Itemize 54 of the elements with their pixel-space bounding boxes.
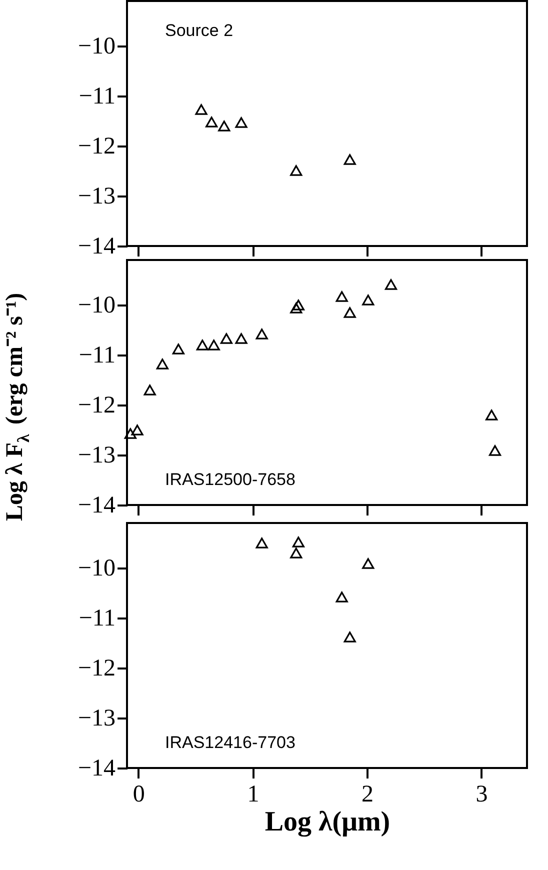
x-tick-label: 2 <box>362 782 374 808</box>
point <box>336 592 348 602</box>
y-tick-label: −12 <box>78 134 116 160</box>
y-tick-label: −13 <box>78 706 116 732</box>
y-tick-label: −11 <box>78 84 116 110</box>
point <box>488 445 502 456</box>
point <box>344 154 356 165</box>
y-tick-label: −14 <box>78 756 116 782</box>
point <box>218 120 230 132</box>
point <box>235 117 248 128</box>
point <box>156 358 168 370</box>
x-tick-label: 3 <box>476 782 488 808</box>
y-axis-title: Log λ Fλ (erg cm⁻² s⁻¹) <box>2 292 33 521</box>
point <box>336 291 348 302</box>
point <box>220 333 232 344</box>
annotation: Source 2 <box>165 21 234 40</box>
x-tick-label: 0 <box>132 782 145 808</box>
point <box>172 344 184 354</box>
y-tick-label: −10 <box>78 556 116 582</box>
point <box>131 424 144 436</box>
y-tick-label: −11 <box>78 606 116 632</box>
point <box>196 340 208 350</box>
y-tick-label: −14 <box>78 492 116 518</box>
point <box>195 104 208 115</box>
point <box>384 279 398 290</box>
point <box>290 302 302 314</box>
y-tick-label: −12 <box>78 392 116 418</box>
point <box>144 384 156 396</box>
point <box>256 538 268 548</box>
y-tick-label: −14 <box>78 234 116 260</box>
x-axis-title: Log λ(μm) <box>264 806 390 838</box>
point <box>486 410 498 420</box>
point <box>290 548 302 558</box>
point <box>362 294 374 306</box>
x-tick-label: 1 <box>247 782 260 808</box>
point <box>344 632 356 642</box>
point <box>124 428 136 439</box>
y-tick-label: −10 <box>78 292 116 318</box>
point <box>344 307 356 318</box>
y-tick-label: −13 <box>78 184 116 210</box>
point <box>292 536 304 548</box>
point <box>235 333 248 344</box>
point <box>208 340 220 350</box>
y-tick-label: −12 <box>78 656 116 682</box>
point <box>362 558 374 569</box>
y-tick-label: −10 <box>78 34 116 60</box>
point <box>256 328 268 340</box>
point <box>206 116 218 128</box>
y-tick-label: −13 <box>78 442 116 468</box>
point <box>290 165 302 176</box>
point <box>292 300 304 310</box>
annotation: IRAS12416-7703 <box>165 733 296 752</box>
annotation: IRAS12500-7658 <box>165 470 296 489</box>
y-tick-label: −11 <box>78 342 116 368</box>
